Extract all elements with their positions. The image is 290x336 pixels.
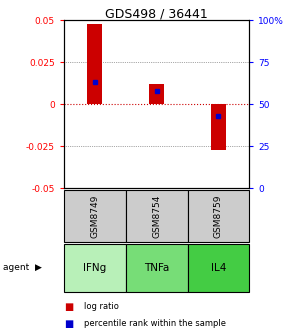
Text: GSM8759: GSM8759	[214, 194, 223, 238]
Bar	[188, 244, 249, 292]
Text: IL4: IL4	[211, 263, 226, 273]
Bar	[126, 244, 188, 292]
Bar	[149, 84, 164, 104]
Bar	[188, 190, 249, 242]
Text: GSM8754: GSM8754	[152, 194, 161, 238]
Text: log ratio: log ratio	[84, 302, 119, 311]
Text: ■: ■	[64, 302, 73, 312]
Text: ■: ■	[64, 319, 73, 329]
Text: GSM8749: GSM8749	[90, 194, 99, 238]
Title: GDS498 / 36441: GDS498 / 36441	[105, 7, 208, 20]
Text: TNFa: TNFa	[144, 263, 169, 273]
Bar	[64, 190, 126, 242]
Bar	[87, 24, 102, 104]
Text: percentile rank within the sample: percentile rank within the sample	[84, 319, 226, 328]
Bar	[211, 104, 226, 150]
Bar	[64, 244, 126, 292]
Text: IFNg: IFNg	[83, 263, 106, 273]
Bar	[126, 190, 188, 242]
Text: agent  ▶: agent ▶	[3, 263, 42, 272]
